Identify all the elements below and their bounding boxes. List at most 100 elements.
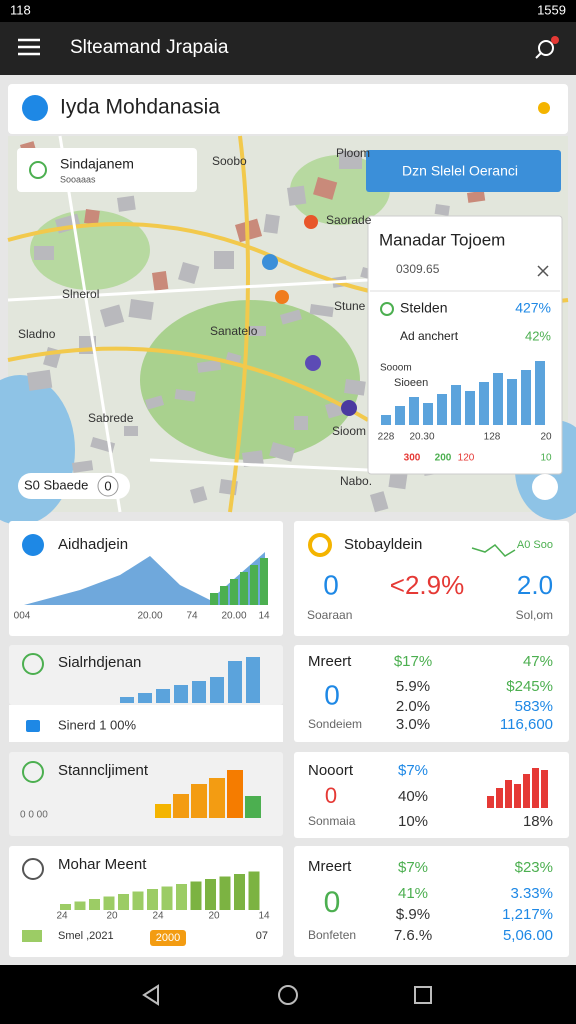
map-places: Slnerol (62, 287, 99, 301)
card-icon (22, 761, 44, 783)
cards-axis: 14 (258, 911, 270, 922)
building (309, 304, 334, 318)
map-button[interactable] (366, 150, 561, 192)
row-icon (380, 302, 394, 316)
map-info-rows-label: Ad anchert (400, 329, 459, 343)
header-title: Iyda Mohdanasia (60, 96, 220, 119)
mini-bar (209, 778, 225, 818)
cards-axis: 74 (186, 611, 198, 622)
mini-bar (176, 884, 187, 910)
mini-bar (103, 896, 115, 910)
map-info-axis: 128 (484, 432, 501, 443)
sun-icon[interactable] (538, 102, 550, 114)
cards-rows: 5,06.00 (503, 927, 553, 944)
mini-bar (210, 593, 218, 605)
park (290, 155, 390, 225)
card (294, 752, 569, 838)
mini-bar (523, 774, 530, 808)
mini-bar (174, 685, 188, 703)
status-bar-time: 118 (10, 2, 31, 17)
cards-axis: 20 (106, 911, 118, 922)
cards-title: Aidhadjein (58, 536, 128, 553)
map-info-footer: 300 (404, 453, 421, 464)
info-bar (507, 379, 517, 425)
status-bar-clock: 1559 (537, 2, 566, 17)
cards-title: Stanncljiment (58, 762, 149, 779)
mini-bar (234, 874, 245, 910)
home-button[interactable] (278, 985, 298, 1005)
map-search: S0 Sbaede (24, 477, 88, 492)
cards-rows: $7% (398, 762, 428, 779)
header-card (8, 84, 568, 134)
mini-bar (228, 661, 242, 703)
cards-axis: 24 (152, 911, 164, 922)
mini-bar (147, 889, 158, 910)
building (263, 213, 280, 234)
map-places: Soobo (212, 154, 247, 168)
cards-rows: 3.33% (510, 885, 553, 902)
info-bar (395, 406, 405, 425)
cards-rows: $17% (394, 653, 432, 670)
search-icon[interactable] (535, 36, 559, 59)
mini-bar (190, 881, 202, 910)
card (294, 645, 569, 742)
cards-rows: $245% (506, 678, 553, 695)
info-bar (437, 394, 447, 425)
cards-rows: 5.9% (396, 678, 430, 695)
popup[interactable] (17, 148, 197, 192)
info-bar (465, 391, 475, 425)
map[interactable] (0, 135, 576, 525)
cards-rows: 7.6.% (394, 927, 432, 944)
building (71, 460, 94, 473)
map-places: Sanatelo (210, 324, 258, 338)
map-info-axis: 20.30 (409, 432, 434, 443)
cards-right: 2.0 (517, 570, 553, 600)
cards-big: 0 (325, 783, 337, 808)
cards-value: <2.9% (390, 570, 464, 600)
info-bars (381, 361, 545, 425)
card (294, 846, 569, 957)
map-info-rows-label: Stelden (400, 300, 447, 316)
cards-big: 0 (323, 569, 339, 600)
mini-bar (161, 886, 173, 910)
cards-rows: $.9% (396, 906, 430, 923)
card-strip (9, 705, 283, 742)
map-pins[interactable] (262, 215, 357, 416)
nav-bar (0, 965, 576, 1024)
recent-button[interactable] (414, 986, 432, 1004)
map-search-count: 0 (104, 478, 111, 493)
mini-bar (191, 784, 207, 818)
building (197, 359, 222, 373)
cards-axis: 20.00 (137, 611, 162, 622)
cards-rows: 47% (523, 653, 553, 670)
cards-rows: 10% (398, 813, 428, 830)
cards-rows: 116,600 (500, 716, 553, 733)
info-bar (451, 385, 461, 425)
cards-title: Mreert (308, 653, 352, 670)
map-popup-subtitle: Sooaaas (60, 174, 96, 184)
info-bar (381, 415, 391, 425)
search-chip[interactable] (18, 473, 130, 499)
building (174, 389, 196, 402)
mini-bar (532, 768, 539, 808)
building (152, 271, 169, 291)
cards-axis: 20.00 (221, 611, 246, 622)
map-info-footer: 200 (435, 453, 452, 464)
mini-bar (245, 796, 261, 818)
map-info-rows-value: 42% (525, 328, 551, 343)
zoom-button[interactable] (532, 474, 558, 500)
menu-icon[interactable] (18, 38, 40, 56)
building (287, 185, 307, 206)
cards-end: 07 (256, 930, 268, 942)
close-icon[interactable] (537, 265, 549, 277)
info-bar (535, 361, 545, 425)
cards-rows: 41% (398, 885, 428, 902)
cards-tag: A0 Soo (517, 539, 553, 551)
back-button[interactable] (142, 984, 159, 1006)
info-bar (479, 382, 489, 425)
sparkline (471, 544, 516, 557)
cards-big: 0 (324, 679, 340, 710)
mini-bar (227, 770, 243, 818)
